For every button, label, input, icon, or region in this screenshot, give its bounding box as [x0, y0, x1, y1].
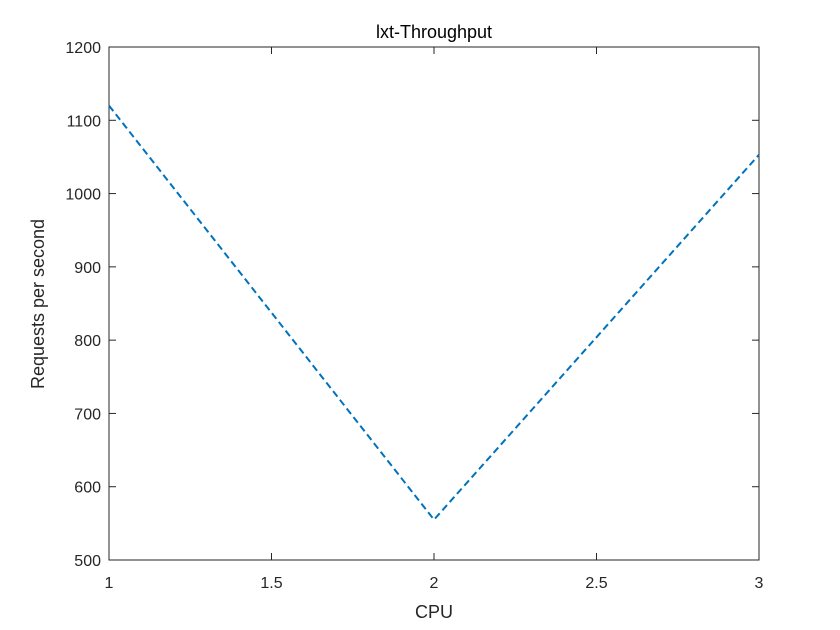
x-axis-label: CPU	[415, 602, 453, 622]
y-tick-label: 700	[74, 406, 101, 423]
chart-title: lxt-Throughput	[376, 22, 492, 42]
y-axis-ticks: 500 600 700 800 900 1000 1100 1200	[65, 40, 759, 570]
y-tick-label: 600	[74, 480, 101, 497]
y-tick-label: 800	[74, 333, 101, 350]
y-tick-label: 900	[74, 260, 101, 277]
x-tick-label: 2.5	[585, 575, 607, 592]
y-tick-label: 1000	[65, 187, 101, 204]
x-tick-label: 2	[430, 575, 439, 592]
series-layer	[108, 104, 760, 522]
series-line	[108, 104, 760, 522]
y-axis-label: Requests per second	[28, 219, 48, 389]
y-tick-label: 1200	[65, 40, 101, 57]
x-tick-label: 1	[105, 575, 114, 592]
y-tick-label: 500	[74, 553, 101, 570]
x-tick-label: 1.5	[260, 575, 282, 592]
x-axis-ticks: 1 1.5 2 2.5 3	[105, 47, 764, 592]
y-tick-label: 1100	[67, 113, 102, 130]
x-tick-label: 3	[755, 575, 764, 592]
